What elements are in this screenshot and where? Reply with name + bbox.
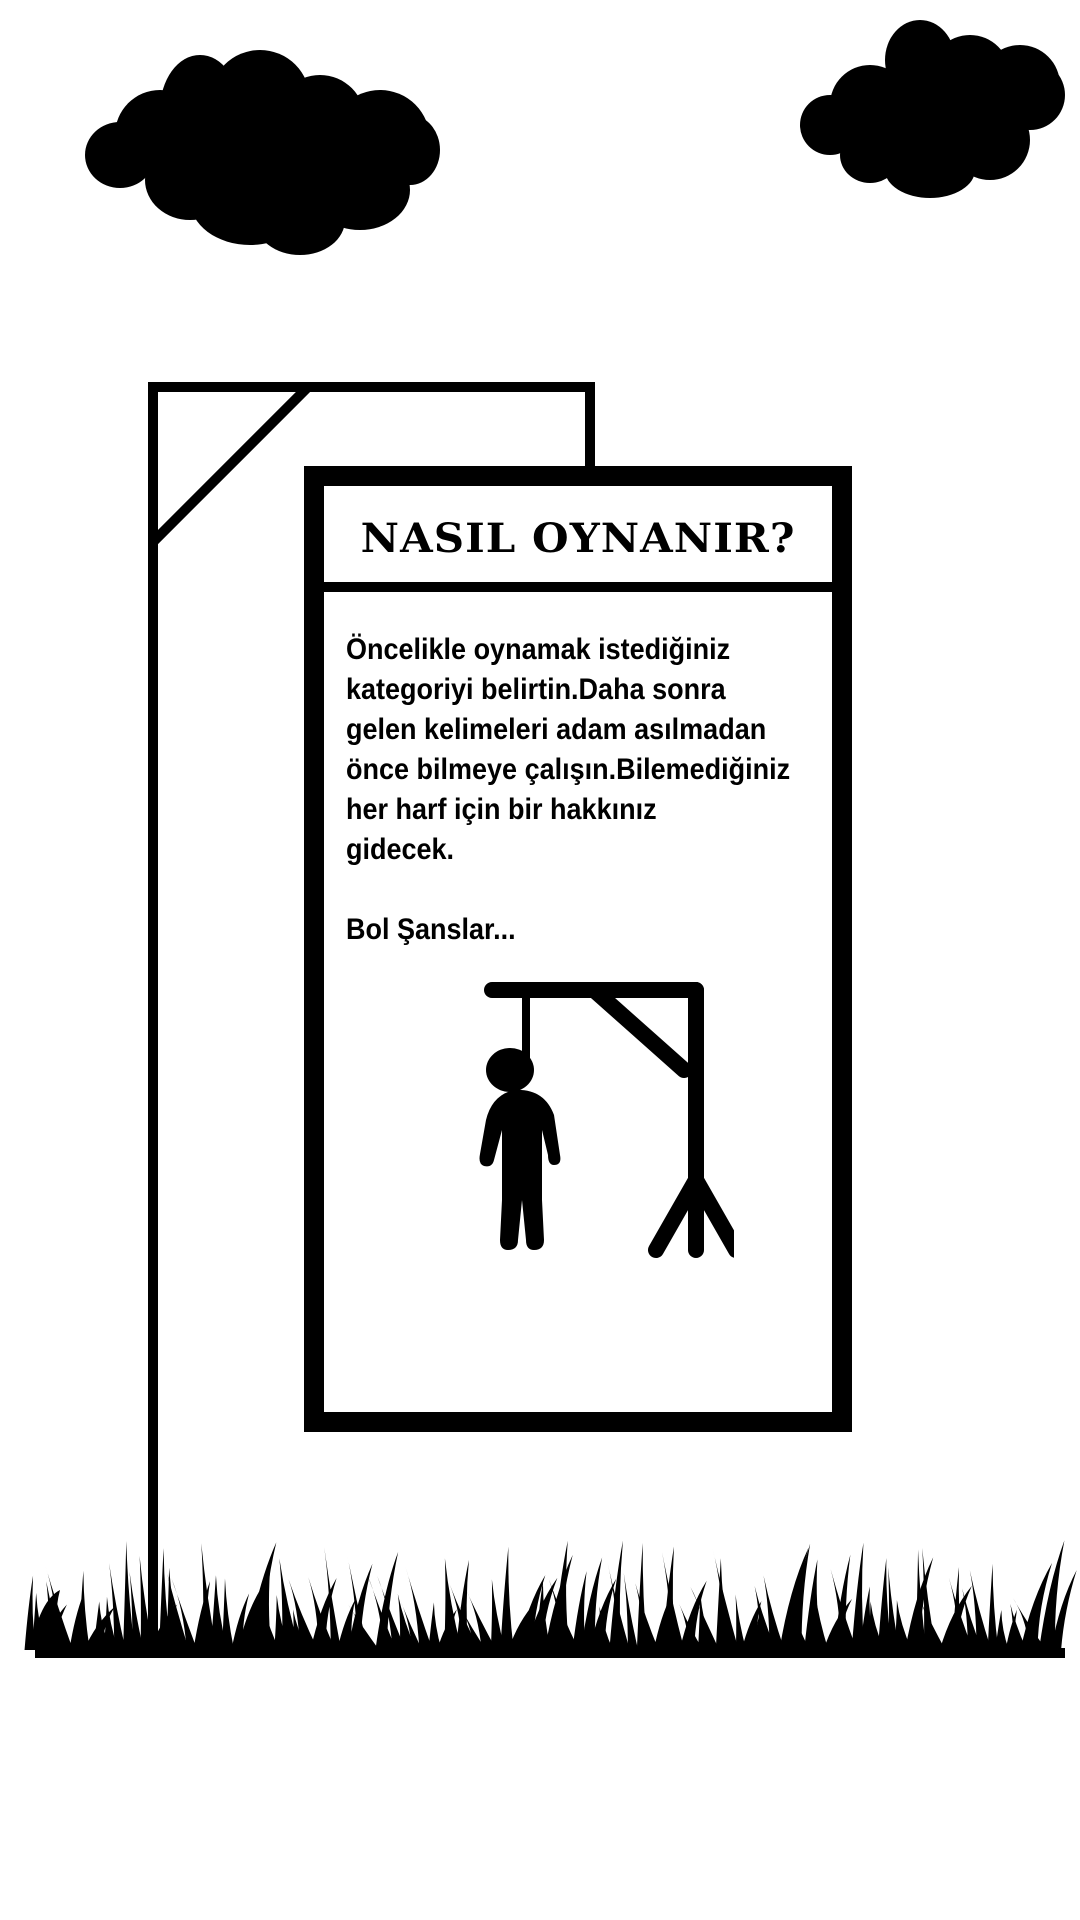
cloud-right-icon [800, 20, 1065, 198]
hangman-icon [479, 982, 734, 1258]
gallows-icon [147, 382, 595, 1655]
how-to-play-panel: NASIL OYNANIR? Öncelikle oynamak istediğ… [304, 466, 852, 1432]
panel-header: NASIL OYNANIR? [324, 494, 832, 592]
cloud-left-icon [85, 50, 440, 255]
instructions-text: Öncelikle oynamak istediğiniz kategoriyi… [346, 633, 791, 866]
grass-icon [30, 1590, 1065, 1658]
panel-body: Öncelikle oynamak istediğiniz kategoriyi… [324, 592, 832, 950]
good-luck-text: Bol Şanslar... [346, 913, 516, 946]
panel-title: NASIL OYNANIR? [360, 514, 796, 562]
